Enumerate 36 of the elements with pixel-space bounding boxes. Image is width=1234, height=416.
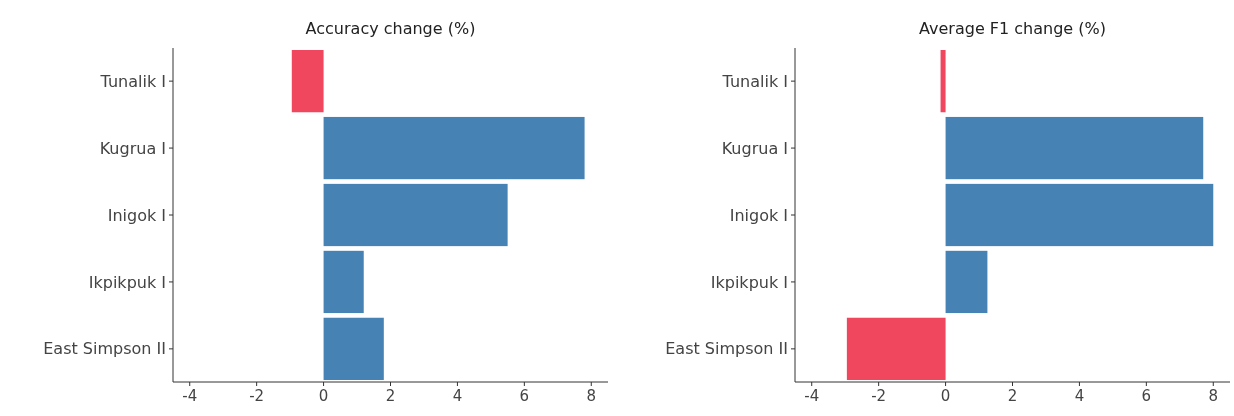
x-tick-label: -2	[249, 387, 265, 405]
bar	[323, 250, 364, 314]
bar	[323, 183, 508, 247]
bar	[323, 116, 585, 180]
y-tick-label: Inigok I	[107, 205, 166, 225]
x-tick-label: -4	[182, 387, 198, 405]
bar	[846, 317, 946, 380]
y-tick-label: Ikpikpuk I	[88, 272, 166, 292]
bar	[945, 116, 1204, 180]
bar	[940, 50, 946, 113]
chart-title: Average F1 change (%)	[919, 19, 1106, 38]
x-tick-label: 6	[519, 387, 530, 405]
y-tick-label: East Simpson II	[665, 339, 788, 359]
bar	[945, 250, 988, 314]
y-tick-label: Kugrua I	[99, 138, 166, 158]
y-tick-label: Tunalik I	[721, 71, 788, 91]
x-tick-label: -2	[871, 387, 887, 405]
x-tick-label: 2	[1007, 387, 1018, 405]
bar	[291, 50, 324, 113]
chart-title: Accuracy change (%)	[305, 19, 476, 38]
y-tick-label: Kugrua I	[721, 138, 788, 158]
y-tick-label: East Simpson II	[43, 339, 166, 359]
x-tick-label: 6	[1141, 387, 1152, 405]
y-tick-label: Inigok I	[729, 205, 788, 225]
x-tick-label: 2	[385, 387, 396, 405]
x-tick-label: 8	[1208, 387, 1219, 405]
y-tick-label: Tunalik I	[99, 71, 166, 91]
bar	[945, 183, 1214, 247]
x-tick-label: 8	[586, 387, 597, 405]
x-tick-label: -4	[804, 387, 820, 405]
bar	[323, 317, 384, 380]
x-tick-label: 4	[1074, 387, 1085, 405]
x-tick-label: 0	[940, 387, 951, 405]
y-tick-label: Ikpikpuk I	[710, 272, 788, 292]
x-tick-label: 4	[452, 387, 463, 405]
x-tick-label: 0	[318, 387, 329, 405]
